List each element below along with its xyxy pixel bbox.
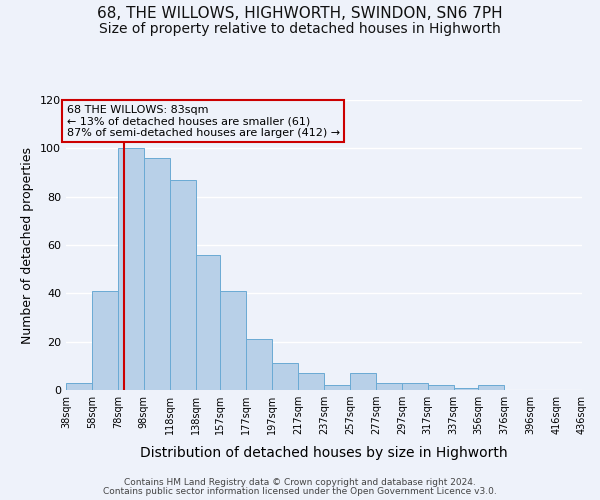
Text: Distribution of detached houses by size in Highworth: Distribution of detached houses by size … (140, 446, 508, 460)
Bar (92, 291, 118, 390)
Bar (478, 385, 504, 390)
Text: Contains public sector information licensed under the Open Government Licence v3: Contains public sector information licen… (103, 487, 497, 496)
Bar (196, 254, 220, 390)
Text: Contains HM Land Registry data © Crown copyright and database right 2024.: Contains HM Land Registry data © Crown c… (124, 478, 476, 487)
Bar (376, 383, 402, 390)
Text: Size of property relative to detached houses in Highworth: Size of property relative to detached ho… (99, 22, 501, 36)
Bar (402, 383, 428, 390)
Bar (428, 385, 454, 390)
Y-axis label: Number of detached properties: Number of detached properties (22, 146, 34, 344)
Bar (272, 364, 298, 390)
Text: 68, THE WILLOWS, HIGHWORTH, SWINDON, SN6 7PH: 68, THE WILLOWS, HIGHWORTH, SWINDON, SN6… (97, 6, 503, 20)
Bar (454, 388, 478, 390)
Bar (350, 373, 376, 390)
Bar (118, 148, 144, 390)
Bar (220, 291, 246, 390)
Bar (246, 339, 272, 390)
Bar (144, 158, 170, 390)
Bar (298, 373, 324, 390)
Bar (170, 180, 196, 390)
Bar (66, 383, 92, 390)
Text: 68 THE WILLOWS: 83sqm
← 13% of detached houses are smaller (61)
87% of semi-deta: 68 THE WILLOWS: 83sqm ← 13% of detached … (67, 105, 340, 138)
Bar (324, 385, 350, 390)
